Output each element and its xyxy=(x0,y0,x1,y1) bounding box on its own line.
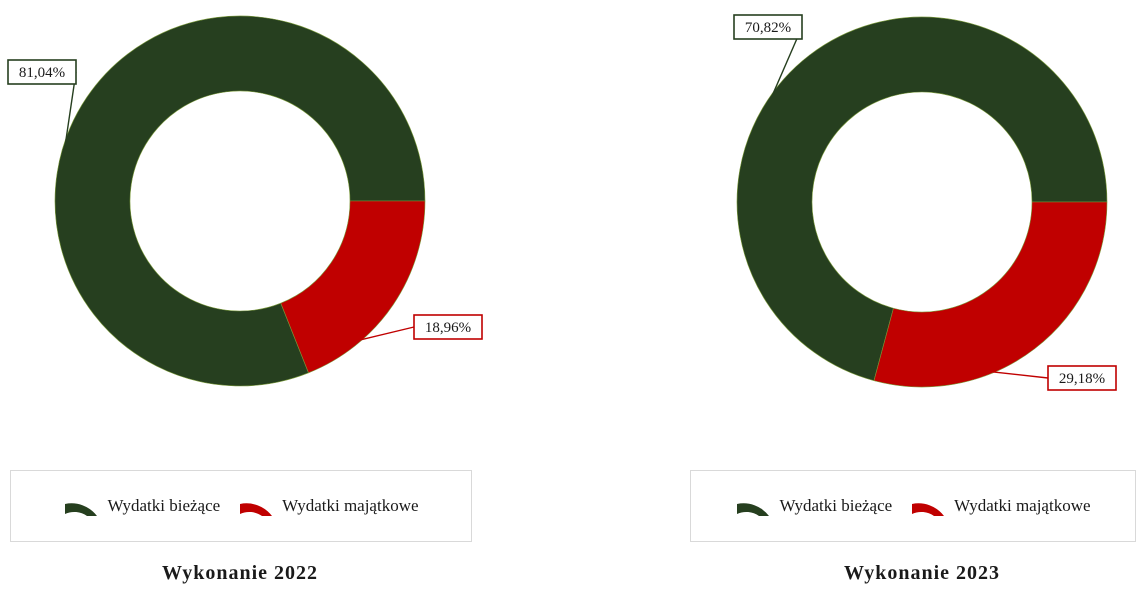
swatch-current-shape xyxy=(737,503,770,516)
swatch-capital-shape xyxy=(912,503,945,516)
data-label-wydatki-majatkowe-leader xyxy=(356,326,415,342)
legend-item-capital: Wydatki majątkowe xyxy=(238,494,419,518)
chart-title-2022: Wykonanie 2022 xyxy=(161,562,319,584)
legend-swatch-capital xyxy=(240,503,273,516)
legend-swatch-current xyxy=(737,503,770,516)
data-label-wydatki-majatkowe-box xyxy=(413,314,483,340)
legend-2023: Wydatki bieżące Wydatki majątkowe xyxy=(690,470,1136,542)
legend-swatch-current xyxy=(65,503,98,516)
slice-wydatki-biezace xyxy=(54,15,426,387)
data-label-wydatki-biezace-box xyxy=(7,59,77,85)
legend-item-capital: Wydatki majątkowe xyxy=(910,494,1091,518)
legend-item-current: Wydatki bieżące xyxy=(63,494,220,518)
data-label-wydatki-biezace: 81,04% xyxy=(19,65,65,81)
swatch-capital-shape xyxy=(240,503,273,516)
legend-item-current: Wydatki bieżące xyxy=(735,494,892,518)
legend-label-capital: Wydatki majątkowe xyxy=(282,496,419,515)
data-label-wydatki-majatkowe-leader xyxy=(988,370,1049,379)
donut-chart-2023: 70,82% 29,18% xyxy=(733,14,1117,391)
data-label-wydatki-majatkowe-box xyxy=(1047,365,1117,391)
slice-wydatki-majatkowe xyxy=(873,201,1108,388)
legend-label-capital: Wydatki majątkowe xyxy=(954,496,1091,515)
data-label-wydatki-biezace-leader xyxy=(62,71,77,157)
donut-chart-2022: 81,04% 18,96% xyxy=(7,15,483,387)
data-label-wydatki-biezace-box xyxy=(733,14,803,40)
data-label-wydatki-majatkowe: 29,18% xyxy=(1059,371,1105,387)
slice-wydatki-biezace xyxy=(736,16,1108,382)
data-label-wydatki-biezace: 70,82% xyxy=(745,20,791,36)
data-label-wydatki-majatkowe: 18,96% xyxy=(425,320,471,336)
swatch-current-shape xyxy=(65,503,98,516)
slice-wydatki-majatkowe xyxy=(280,200,426,374)
legend-2022: Wydatki bieżące Wydatki majątkowe xyxy=(10,470,472,542)
legend-label-current: Wydatki bieżące xyxy=(107,496,221,515)
chart-title-2023: Wykonanie 2023 xyxy=(843,562,1001,584)
legend-swatch-capital xyxy=(912,503,945,516)
data-label-wydatki-biezace-leader xyxy=(767,26,803,105)
legend-label-current: Wydatki bieżące xyxy=(779,496,893,515)
